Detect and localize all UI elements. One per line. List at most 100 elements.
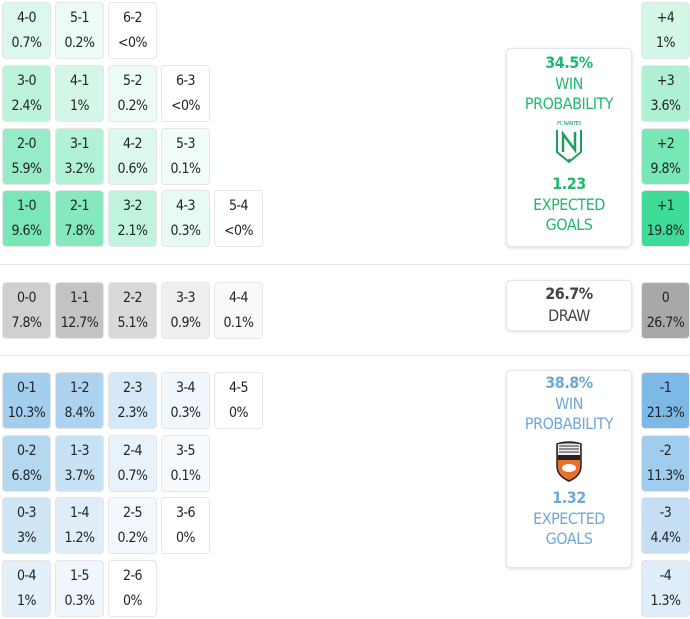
cell-label: 4-0 [16, 10, 37, 26]
cell-probability: 2.1% [117, 223, 149, 239]
score-cell: 4-5 0% [214, 372, 263, 429]
cell-probability: 7.8% [11, 315, 43, 331]
goal-margin-cell: 0 26.7% [641, 282, 690, 339]
score-cell: 4-1 1% [55, 65, 104, 122]
cell-label: 4-5 [228, 380, 249, 396]
score-cell: 5-2 0.2% [108, 65, 157, 122]
cell-probability: 0% [123, 593, 142, 609]
goal-margin-cell: -1 21.3% [641, 372, 690, 429]
cell-label: +2 [656, 136, 675, 152]
score-cell: 0-0 7.8% [2, 282, 51, 339]
cell-probability: 7.8% [64, 223, 96, 239]
svg-text:★: ★ [567, 157, 572, 164]
score-cell: 4-0 0.7% [2, 2, 51, 59]
cell-probability: 3.7% [64, 468, 96, 484]
cell-probability: 0.3% [170, 405, 202, 421]
cell-label: 3-0 [16, 73, 37, 89]
cell-label: -2 [659, 443, 672, 459]
cell-probability: 9.6% [11, 223, 43, 239]
score-cell: 1-1 12.7% [55, 282, 104, 339]
cell-probability: 3.6% [650, 98, 682, 114]
cell-probability: 21.3% [646, 405, 685, 421]
cell-label: 2-1 [69, 198, 90, 214]
draw-pct: 26.7% [545, 284, 593, 303]
cell-label: 2-0 [16, 136, 37, 152]
cell-label: 6-2 [122, 10, 143, 26]
score-cell: 2-3 2.3% [108, 372, 157, 429]
cell-label: 4-3 [175, 198, 196, 214]
cell-probability: 8.4% [64, 405, 96, 421]
goal-margin-cell: -4 1.3% [641, 560, 690, 617]
cell-probability: 0.1% [170, 161, 202, 177]
cell-probability: 2.3% [117, 405, 149, 421]
cell-probability: 0.3% [64, 593, 96, 609]
goal-margin-cell: +4 1% [641, 2, 690, 59]
cell-label: 1-0 [16, 198, 37, 214]
fc-lorient-logo-icon [556, 441, 582, 482]
cell-probability: <0% [117, 35, 148, 51]
score-cell: 5-1 0.2% [55, 2, 104, 59]
cell-probability: 0.9% [170, 315, 202, 331]
cell-label: 0-2 [16, 443, 37, 459]
divider [0, 264, 690, 265]
cell-probability: 1% [656, 35, 675, 51]
cell-label: 6-3 [175, 73, 196, 89]
score-cell: 3-0 2.4% [2, 65, 51, 122]
cell-probability: 0% [176, 530, 195, 546]
cell-label: 2-3 [122, 380, 143, 396]
cell-label: 1-5 [69, 568, 90, 584]
cell-probability: 3% [17, 530, 36, 546]
cell-probability: 0.1% [223, 315, 255, 331]
home-win-pct: 34.5% [545, 53, 593, 72]
cell-label: 2-4 [122, 443, 143, 459]
score-cell: 1-5 0.3% [55, 560, 104, 617]
cell-label: +1 [656, 198, 675, 214]
cell-label: 3-6 [175, 505, 196, 521]
away-win-label: WIN PROBABILITY [524, 394, 614, 433]
goal-margin-cell: +3 3.6% [641, 65, 690, 122]
score-cell: 1-2 8.4% [55, 372, 104, 429]
score-cell: 2-0 5.9% [2, 128, 51, 185]
cell-label: 1-3 [69, 443, 90, 459]
cell-probability: 0.7% [117, 468, 149, 484]
cell-probability: <0% [223, 223, 254, 239]
cell-probability: 0.2% [64, 35, 96, 51]
cell-probability: 0.1% [170, 468, 202, 484]
home-win-panel: 34.5% WIN PROBABILITY FC NANTES ★ 1.23 E… [506, 48, 632, 247]
score-cell: 6-3 <0% [161, 65, 210, 122]
cell-label: 0-1 [16, 380, 37, 396]
cell-label: +3 [656, 73, 675, 89]
cell-label: -3 [659, 505, 672, 521]
score-cell: 5-4 <0% [214, 190, 263, 247]
cell-label: 0-0 [16, 290, 37, 306]
score-cell: 0-2 6.8% [2, 435, 51, 492]
score-cell: 3-6 0% [161, 497, 210, 554]
cell-label: -1 [659, 380, 672, 396]
score-cell: 3-4 0.3% [161, 372, 210, 429]
goal-margin-cell: +2 9.8% [641, 128, 690, 185]
score-cell: 0-1 10.3% [2, 372, 51, 429]
home-xg: 1.23 [552, 174, 586, 193]
cell-label: -4 [659, 568, 672, 584]
fc-nantes-logo-icon: FC NANTES ★ [556, 121, 582, 164]
away-xg: 1.32 [552, 488, 586, 507]
score-cell: 2-4 0.7% [108, 435, 157, 492]
score-cell: 5-3 0.1% [161, 128, 210, 185]
score-cell: 1-0 9.6% [2, 190, 51, 247]
score-cell: 4-4 0.1% [214, 282, 263, 339]
cell-label: 2-5 [122, 505, 143, 521]
cell-label: 3-5 [175, 443, 196, 459]
cell-label: 1-4 [69, 505, 90, 521]
score-cell: 4-3 0.3% [161, 190, 210, 247]
cell-probability: 0.2% [117, 98, 149, 114]
home-win-label: WIN PROBABILITY [524, 74, 614, 113]
cell-label: 2-6 [122, 568, 143, 584]
cell-probability: 5.9% [11, 161, 43, 177]
cell-probability: 10.3% [7, 405, 46, 421]
cell-label: 4-1 [69, 73, 90, 89]
cell-label: +4 [656, 10, 675, 26]
cell-probability: 0.7% [11, 35, 43, 51]
cell-probability: 9.8% [650, 161, 682, 177]
cell-probability: 1.3% [650, 593, 682, 609]
cell-label: 2-2 [122, 290, 143, 306]
